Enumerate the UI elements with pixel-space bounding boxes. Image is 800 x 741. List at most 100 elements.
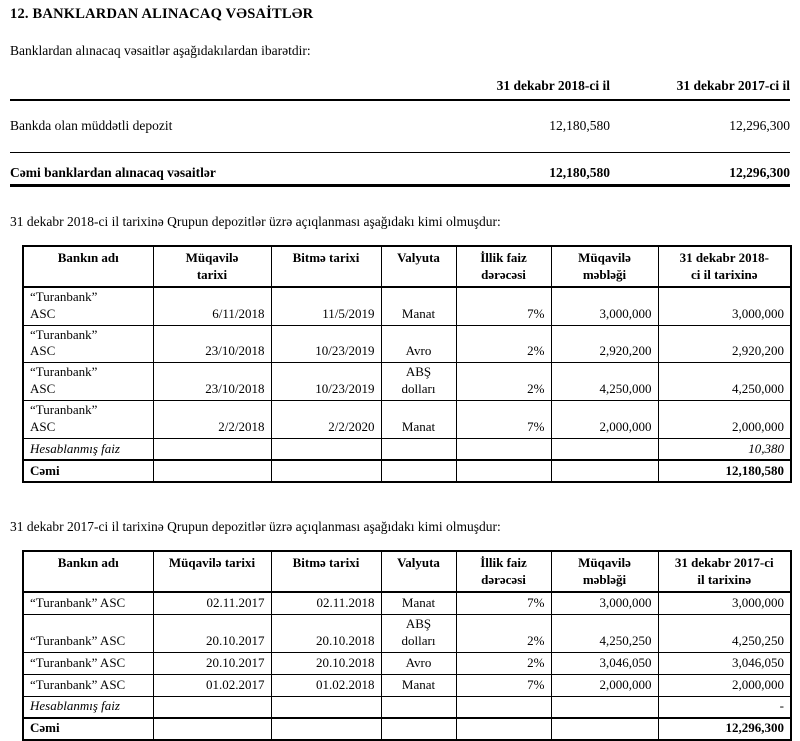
- col-header-rate: İllik faiz dərəcəsi: [455, 245, 552, 288]
- summary-col-header-2017: 31 dekabr 2017-ci il: [676, 78, 790, 93]
- empty-cell: [380, 437, 457, 461]
- empty-cell: [380, 459, 457, 483]
- col-header-amount: Müqavilə məbləği: [550, 245, 659, 288]
- total-label: Cəmi: [22, 717, 154, 741]
- summary-header-row: 31 dekabr 2018-ci il 31 dekabr 2017-ci i…: [10, 78, 790, 101]
- empty-cell: [270, 437, 382, 461]
- empty-cell: [270, 459, 382, 483]
- accrued-interest-label: Hesablanmış faiz: [22, 695, 154, 719]
- amount-cell: 3,000,000: [550, 591, 659, 615]
- currency-cell: Avro: [380, 651, 457, 675]
- summary-table: 31 dekabr 2018-ci il 31 dekabr 2017-ci i…: [10, 78, 790, 187]
- accrued-interest-value: -: [657, 695, 792, 719]
- amount-cell: 3,000,000: [550, 286, 659, 326]
- amount-cell: 2,000,000: [550, 673, 659, 697]
- contract-date-cell: 20.10.2017: [152, 613, 272, 653]
- empty-cell: [380, 695, 457, 719]
- bank-name-cell: “Turanbank” ASC: [22, 651, 154, 675]
- rate-cell: 7%: [455, 673, 552, 697]
- table-row: “Turanbank” ASC 02.11.2017 02.11.2018 Ma…: [22, 591, 792, 615]
- contract-date-cell: 20.10.2017: [152, 651, 272, 675]
- summary-total-row: Cəmi banklardan alınacaq vəsaitlər 12,18…: [10, 153, 790, 187]
- empty-cell: [455, 695, 552, 719]
- currency-cell: Manat: [380, 286, 457, 326]
- empty-cell: [152, 459, 272, 483]
- balance-cell: 2,000,000: [657, 400, 792, 439]
- rate-cell: 2%: [455, 324, 552, 364]
- contract-date-cell: 6/11/2018: [152, 286, 272, 326]
- currency-cell: Avro: [380, 324, 457, 364]
- table-header-row: Bankın adı Müqavilə tarixi Bitmə tarixi …: [22, 245, 792, 288]
- bank-name-cell: “Turanbank” ASC: [22, 400, 154, 439]
- empty-cell: [270, 695, 382, 719]
- table-row: “Turanbank” ASC 23/10/2018 10/23/2019 Av…: [22, 324, 792, 364]
- contract-date-cell: 23/10/2018: [152, 362, 272, 402]
- bank-name-cell: “Turanbank” ASC: [22, 591, 154, 615]
- end-date-cell: 01.02.2018: [270, 673, 382, 697]
- empty-cell: [152, 695, 272, 719]
- summary-col-header-2018: 31 dekabr 2018-ci il: [496, 78, 610, 93]
- col-header-rate: İllik faiz dərəcəsi: [455, 550, 552, 594]
- rate-cell: 2%: [455, 651, 552, 675]
- currency-cell: ABŞ dolları: [380, 362, 457, 402]
- caption-deposits-2018: 31 dekabr 2018-ci il tarixinə Qrupun dep…: [10, 214, 501, 229]
- accrued-interest-row: Hesablanmış faiz -: [22, 695, 792, 719]
- col-header-end-date: Bitmə tarixi: [270, 245, 382, 288]
- intro-paragraph: Banklardan alınacaq vəsaitlər aşağıdakıl…: [10, 43, 311, 58]
- contract-date-cell: 23/10/2018: [152, 324, 272, 364]
- amount-cell: 2,920,200: [550, 324, 659, 364]
- end-date-cell: 2/2/2020: [270, 400, 382, 439]
- contract-date-cell: 02.11.2017: [152, 591, 272, 615]
- bank-name-cell: “Turanbank” ASC: [22, 673, 154, 697]
- accrued-interest-value: 10,380: [657, 437, 792, 461]
- amount-cell: 4,250,000: [550, 362, 659, 402]
- deposits-table-2017: Bankın adı Müqavilə tarixi Bitmə tarixi …: [22, 550, 792, 741]
- col-header-balance: 31 dekabr 2017-ci il tarixinə: [657, 550, 792, 594]
- empty-cell: [455, 717, 552, 741]
- currency-cell: Manat: [380, 673, 457, 697]
- col-header-bank: Bankın adı: [22, 245, 154, 288]
- col-header-currency: Valyuta: [380, 550, 457, 594]
- table-row: “Turanbank” ASC 6/11/2018 11/5/2019 Mana…: [22, 286, 792, 326]
- balance-cell: 3,046,050: [657, 651, 792, 675]
- summary-row-value-2018: 12,180,580: [549, 118, 610, 133]
- total-label: Cəmi: [22, 459, 154, 483]
- total-row: Cəmi 12,180,580: [22, 459, 792, 483]
- balance-cell: 3,000,000: [657, 286, 792, 326]
- table-row: “Turanbank” ASC 2/2/2018 2/2/2020 Manat …: [22, 400, 792, 439]
- summary-data-row: Bankda olan müddətli depozit 12,180,580 …: [10, 101, 790, 153]
- rate-cell: 2%: [455, 362, 552, 402]
- total-value: 12,296,300: [657, 717, 792, 741]
- balance-cell: 4,250,000: [657, 362, 792, 402]
- table-row: “Turanbank” ASC 23/10/2018 10/23/2019 AB…: [22, 362, 792, 402]
- currency-cell: Manat: [380, 400, 457, 439]
- table-row: “Turanbank” ASC 20.10.2017 20.10.2018 Av…: [22, 651, 792, 675]
- balance-cell: 3,000,000: [657, 591, 792, 615]
- rate-cell: 2%: [455, 613, 552, 653]
- empty-cell: [152, 717, 272, 741]
- table-header-row: Bankın adı Müqavilə tarixi Bitmə tarixi …: [22, 550, 792, 594]
- col-header-contract-date: Müqavilə tarixi: [152, 550, 272, 594]
- empty-cell: [550, 459, 659, 483]
- bank-name-cell: “Turanbank” ASC: [22, 613, 154, 653]
- table-row: “Turanbank” ASC 20.10.2017 20.10.2018 AB…: [22, 613, 792, 653]
- bank-name-cell: “Turanbank” ASC: [22, 286, 154, 326]
- empty-cell: [455, 437, 552, 461]
- empty-cell: [550, 717, 659, 741]
- rate-cell: 7%: [455, 286, 552, 326]
- end-date-cell: 11/5/2019: [270, 286, 382, 326]
- amount-cell: 4,250,250: [550, 613, 659, 653]
- col-header-currency: Valyuta: [380, 245, 457, 288]
- rate-cell: 7%: [455, 400, 552, 439]
- summary-row-value-2017: 12,296,300: [729, 118, 790, 133]
- col-header-amount: Müqavilə məbləği: [550, 550, 659, 594]
- empty-cell: [550, 695, 659, 719]
- empty-cell: [550, 437, 659, 461]
- currency-cell: Manat: [380, 591, 457, 615]
- balance-cell: 2,920,200: [657, 324, 792, 364]
- end-date-cell: 20.10.2018: [270, 613, 382, 653]
- accrued-interest-row: Hesablanmış faiz 10,380: [22, 437, 792, 461]
- end-date-cell: 02.11.2018: [270, 591, 382, 615]
- summary-total-label: Cəmi banklardan alınacaq vəsaitlər: [10, 165, 216, 180]
